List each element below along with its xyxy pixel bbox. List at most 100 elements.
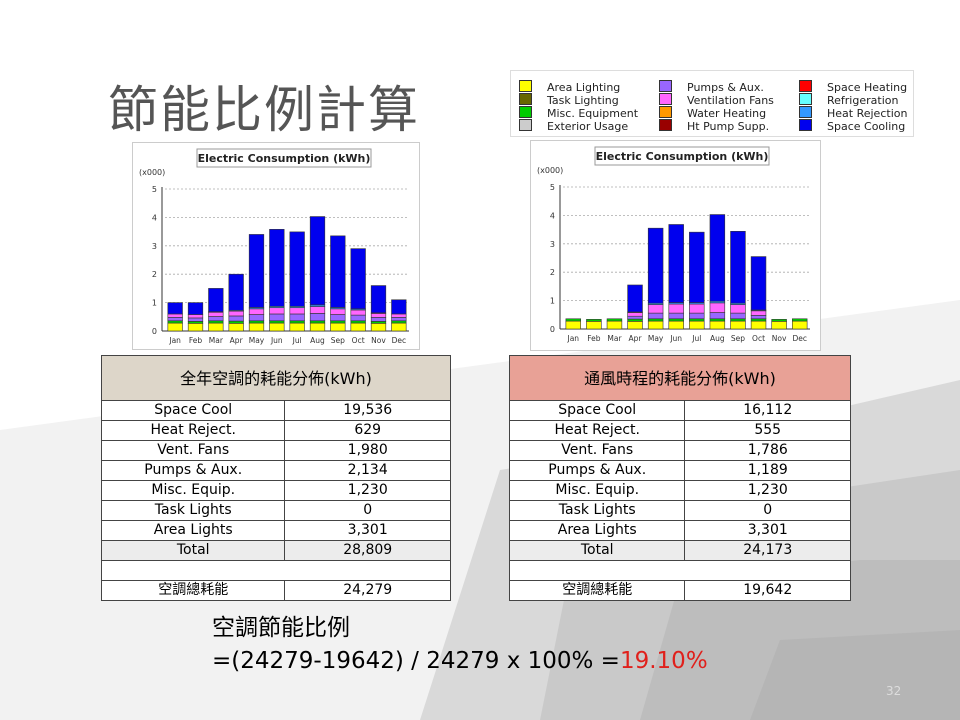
bar-segment [309,216,326,306]
x-tick-label: Mar [209,336,224,345]
legend-column: Space Heating Refrigeration Heat Rejection… [799,80,908,133]
bar-segment [187,317,204,322]
bar-segment [330,322,346,332]
bar-segment [606,318,623,322]
cell-value: 19,536 [284,400,451,421]
bar-segment [730,312,746,320]
y-tick-label: 1 [152,299,157,308]
cell-label: 空調總耗能 [100,580,286,601]
chart-title: Electric Consumption (kWh) [198,152,371,165]
legend-item: Misc. Equipment [519,106,638,120]
bar-segment [771,319,787,322]
cell-value: 0 [284,500,451,521]
legend-swatch [659,93,672,105]
bar-segment [730,231,746,304]
bar-segment [289,231,305,307]
x-tick-label: Dec [392,336,407,345]
bar-segment [208,322,224,332]
legend-swatch [659,80,672,92]
bar-segment [771,321,787,330]
legend-label: Refrigeration [827,94,899,107]
x-tick-label: Nov [772,334,787,343]
total-row: Total 24,173 [508,540,851,561]
x-tick-label: Sep [731,334,745,343]
bar-segment [668,318,684,322]
table-ventilation: 通風時程的耗能分佈(kWh) Space Cool 16,112 Heat Reje… [508,355,851,601]
x-tick-label: Nov [371,336,386,345]
bar-segment [709,318,726,322]
legend-label: Ventilation Fans [687,94,774,107]
cell-value: 2,134 [284,460,451,481]
bar-segment [167,322,183,332]
bar-segment [208,316,224,322]
table-annual-header: 全年空調的耗能分佈(kWh) [101,355,451,401]
bar-segment [228,273,244,311]
total-row: Total 28,809 [100,540,451,561]
bar-segment [187,302,204,315]
legend-label: Exterior Usage [547,120,629,133]
bar-segment [228,310,244,317]
bar-segment [391,317,407,322]
bar-segment [689,312,705,320]
legend-swatch [519,93,532,105]
bar-segment [187,323,204,332]
chart-title-box [196,148,372,168]
y-tick-label: 2 [550,268,555,277]
page-title: 節能比例計算 [108,81,420,139]
bar-segment [269,322,285,332]
chart-unit-label: (x000) [139,168,165,177]
bar-segment [289,320,305,324]
bar-segment [187,314,204,319]
x-tick-label: Feb [189,336,203,345]
bar-segment [750,320,767,330]
bar-segment [391,320,407,324]
bar-segment [709,214,726,302]
bar-segment [228,323,244,332]
bar-segment [586,319,602,322]
x-tick-label: Feb [587,334,601,343]
bar-segment [330,314,346,322]
legend-swatch [519,119,532,131]
bar-segment [791,320,808,330]
bar-segment [668,303,684,314]
calc-formula: =(24279-19642) / 24279 x 100% =19.10% [212,645,708,678]
chart-title: Electric Consumption (kWh) [596,150,769,163]
table-row: Area Lights 3,301 [508,520,851,541]
bar-segment [750,318,767,322]
bar-segment [370,313,387,318]
y-tick-label: 0 [152,327,157,336]
legend-label: Task Lighting [547,94,619,107]
ac-total-row: 空調總耗能 24,279 [100,580,451,601]
calc-expression: =(24279-19642) / 24279 x 100% = [212,648,620,674]
bar-segment [668,312,684,320]
y-tick-label: 5 [550,183,555,192]
bar-segment [647,320,664,330]
legend-label: Space Heating [827,81,908,94]
table-row: Task Lights 0 [100,500,451,521]
bar-segment [309,322,326,332]
bar-segment [370,285,387,314]
table-row: Misc. Equip. 1,230 [508,480,851,501]
x-tick-label: Aug [710,334,725,343]
legend-label: Heat Rejection [827,107,908,120]
bar-segment [709,312,726,320]
bar-segment [647,304,664,314]
legend-label: Space Cooling [827,120,906,133]
y-tick-label: 3 [550,240,555,249]
legend-swatch [519,80,532,92]
legend-swatch [799,93,812,105]
cell-value: 1,189 [684,460,851,481]
bar-segment [627,321,643,330]
bar-segment [330,308,346,315]
cell-label: Area Lights [508,520,686,541]
bar-segment [167,317,183,322]
bar-segment [668,320,684,330]
cell-label: Vent. Fans [100,440,286,461]
bar-segment [565,320,582,330]
bar-segment [167,320,183,324]
cell-value: 1,230 [284,480,451,501]
table-row: Space Cool 16,112 [508,400,851,421]
page-number: 32 [886,684,902,698]
cell-value: 3,301 [684,520,851,541]
bar-segment [269,229,285,307]
